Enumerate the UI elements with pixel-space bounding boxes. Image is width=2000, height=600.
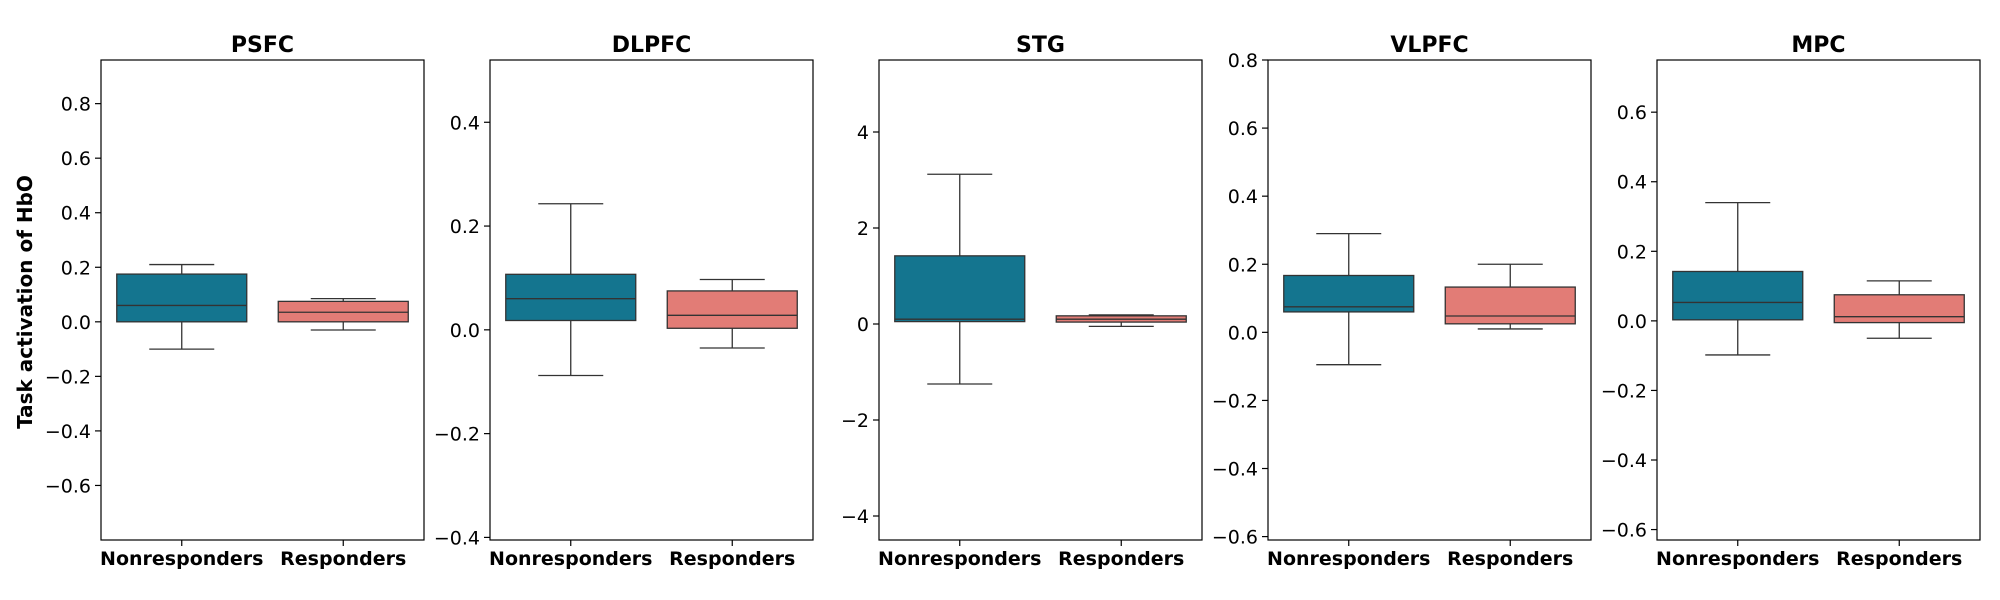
panel-title: MPC <box>1791 33 1845 58</box>
x-tick-label: Nonresponders <box>1656 548 1819 570</box>
x-tick-label: Responders <box>1058 548 1184 570</box>
panel-psfc: PSFC −0.6 −0.4 −0.2 0.0 0.2 0.4 0.6 0.8 Nonrespon… <box>45 33 425 570</box>
y-tick-label: −0.6 <box>45 475 91 497</box>
y-axis-label: Task activation of HbO <box>13 175 37 429</box>
x-tick-label: Responders <box>669 548 795 570</box>
iqr-box <box>1444 286 1576 325</box>
y-tick-label: 4 <box>857 122 869 144</box>
iqr-box <box>894 255 1026 323</box>
y-tick-label: 0.8 <box>61 94 91 116</box>
panel-title: DLPFC <box>612 33 692 58</box>
box-nonresponders <box>1283 232 1415 366</box>
box-nonresponders <box>1672 201 1804 356</box>
iqr-box <box>1672 270 1804 321</box>
panel-dlpfc: DLPFC −0.4 −0.2 0.0 0.2 0.4 Nonresponders Respo… <box>434 33 814 570</box>
y-tick-label: −0.4 <box>45 421 91 443</box>
y-tick-label: 0.0 <box>61 312 91 334</box>
iqr-box <box>666 290 798 329</box>
box-responders <box>666 278 798 349</box>
panel-title: PSFC <box>231 33 294 58</box>
y-tick-label: −0.2 <box>45 366 91 388</box>
y-tick-label: −0.6 <box>1601 520 1647 542</box>
box-nonresponders <box>894 173 1026 385</box>
y-tick-label: 0.6 <box>1617 102 1647 124</box>
y-tick-label: 0.0 <box>1228 322 1258 344</box>
y-tick-label: 2 <box>857 218 869 240</box>
y-tick-label: −0.4 <box>1212 459 1258 481</box>
box-nonresponders <box>505 203 637 377</box>
x-tick-label: Responders <box>1447 548 1573 570</box>
y-tick-label: 0.0 <box>1617 311 1647 333</box>
y-tick-label: 0.2 <box>450 216 480 238</box>
y-tick-label: −4 <box>841 506 869 528</box>
x-tick-label: Nonresponders <box>489 548 652 570</box>
y-tick-label: 0.2 <box>1617 241 1647 263</box>
y-tick-label: 0.4 <box>450 112 480 134</box>
y-tick-label: 0.4 <box>1617 172 1647 194</box>
panel-stg: STG −4 −2 0 2 4 Nonresponders Responders <box>841 33 1203 570</box>
y-tick-label: 0.4 <box>1228 186 1258 208</box>
y-tick-label: −2 <box>841 410 869 432</box>
iqr-box <box>1283 274 1415 313</box>
y-tick-label: −0.4 <box>434 527 480 549</box>
x-tick-label: Responders <box>1836 548 1962 570</box>
box-responders <box>277 297 409 331</box>
axes-frame <box>1656 59 1981 541</box>
box-nonresponders <box>116 263 248 350</box>
box-responders <box>1055 314 1187 328</box>
axes-frame <box>100 59 425 541</box>
y-tick-label: 0.2 <box>1228 254 1258 276</box>
y-tick-label: −0.6 <box>1212 527 1258 549</box>
iqr-box <box>277 300 409 323</box>
box-responders <box>1444 263 1576 330</box>
panel-vlpfc: VLPFC −0.6 −0.4 −0.2 0.0 0.2 0.4 0.6 0.8 Nonrespo… <box>1212 33 1592 570</box>
y-tick-label: −0.2 <box>434 424 480 446</box>
axes-frame <box>1267 59 1592 541</box>
iqr-box <box>505 273 637 322</box>
x-tick-label: Nonresponders <box>100 548 263 570</box>
y-tick-label: 0 <box>857 314 869 336</box>
y-tick-label: 0.6 <box>1228 118 1258 140</box>
x-tick-label: Responders <box>280 548 406 570</box>
panel-mpc: MPC −0.6 −0.4 −0.2 0.0 0.2 0.4 0.6 Nonresponders… <box>1601 33 1981 570</box>
y-tick-label: 0.2 <box>61 257 91 279</box>
y-tick-label: 0.8 <box>1228 50 1258 72</box>
box-responders <box>1833 280 1965 339</box>
y-tick-label: 0.6 <box>61 148 91 170</box>
y-tick-label: −0.2 <box>1601 380 1647 402</box>
y-tick-label: −0.4 <box>1601 450 1647 472</box>
axes-frame <box>489 59 814 541</box>
x-tick-label: Nonresponders <box>878 548 1041 570</box>
x-tick-label: Nonresponders <box>1267 548 1430 570</box>
panel-title: STG <box>1016 33 1065 58</box>
y-tick-label: 0.0 <box>450 320 480 342</box>
axes-frame <box>878 59 1203 541</box>
panel-title: VLPFC <box>1390 33 1468 58</box>
y-tick-label: −0.2 <box>1212 390 1258 412</box>
iqr-box <box>116 273 248 323</box>
y-tick-label: 0.4 <box>61 203 91 225</box>
iqr-box <box>1833 294 1965 324</box>
